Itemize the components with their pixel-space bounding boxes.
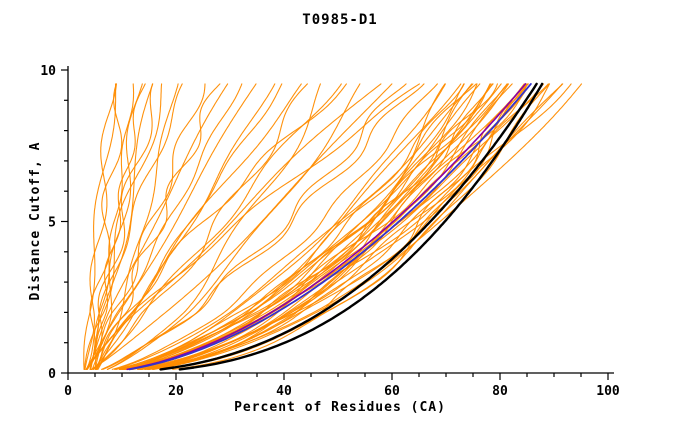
x-axis-label: Percent of Residues (CA) <box>234 400 446 415</box>
x-tick-label: 60 <box>384 384 400 399</box>
curve-server-models-orange <box>102 83 407 370</box>
curve-server-models-orange <box>84 83 117 370</box>
x-tick-label: 40 <box>276 384 292 399</box>
curve-server-models-orange <box>123 83 498 370</box>
y-tick-label: 5 <box>48 216 56 231</box>
curve-server-models-orange <box>130 83 502 370</box>
curve-server-models-orange <box>148 83 563 370</box>
curve-server-models-orange <box>89 83 229 370</box>
curve-server-models-orange <box>83 83 117 370</box>
curve-server-models-orange <box>152 83 473 370</box>
x-tick-label: 20 <box>168 384 184 399</box>
curve-server-models-orange <box>85 83 257 370</box>
curve-server-models-orange <box>106 83 361 370</box>
curve-server-models-orange <box>122 83 462 370</box>
curve-reference-black <box>159 82 538 371</box>
curve-reference-black <box>178 82 544 371</box>
curve-server-models-orange <box>96 83 221 370</box>
curve-server-models-orange <box>124 83 491 370</box>
curve-server-models-orange <box>85 83 420 370</box>
curve-server-models-orange <box>89 83 123 370</box>
curve-server-models-orange <box>101 83 425 370</box>
curve-server-models-orange <box>172 83 528 370</box>
curve-server-models-orange <box>83 83 163 370</box>
curve-server-models-orange <box>93 83 342 370</box>
curve-server-models-orange <box>86 83 206 370</box>
curve-server-models-orange <box>91 83 143 370</box>
curve-server-models-orange <box>111 83 438 370</box>
curve-server-models-orange <box>86 83 135 370</box>
curve-server-models-orange <box>131 83 564 370</box>
curve-server-models-orange <box>120 83 532 370</box>
curve-server-models-orange <box>95 83 302 370</box>
curve-server-models-orange <box>139 83 583 370</box>
curve-server-models-orange <box>119 83 508 370</box>
y-tick-label: 10 <box>40 64 56 79</box>
curve-server-models-orange <box>90 83 308 370</box>
curve-server-models-orange <box>89 83 183 370</box>
curve-server-models-orange <box>151 83 492 370</box>
curve-server-models-orange <box>97 83 179 370</box>
curve-server-models-orange <box>92 83 276 370</box>
curve-server-models-orange <box>94 83 146 370</box>
curve-server-models-orange <box>120 83 477 370</box>
curve-highlight-magenta <box>126 83 527 371</box>
y-tick-label: 0 <box>48 367 56 382</box>
curve-server-models-orange <box>122 83 510 370</box>
x-tick-label: 100 <box>596 384 620 399</box>
curve-server-models-orange <box>137 83 513 370</box>
chart-title: T0985-D1 <box>302 12 378 28</box>
x-tick-label: 80 <box>492 384 508 399</box>
curve-server-models-orange <box>90 83 393 370</box>
curve-server-models-orange <box>130 83 478 370</box>
curve-server-models-orange <box>94 83 154 370</box>
curve-server-models-orange <box>144 83 446 370</box>
curve-server-models-orange <box>145 83 528 370</box>
curve-server-models-orange <box>118 83 465 370</box>
curve-server-models-orange <box>113 83 474 370</box>
y-axis-label: Distance Cutoff, A <box>28 141 43 301</box>
curve-server-models-orange <box>86 83 243 370</box>
curve-highlight-blue <box>128 83 532 371</box>
curve-server-models-orange <box>107 83 321 370</box>
x-tick-label: 0 <box>64 384 72 399</box>
